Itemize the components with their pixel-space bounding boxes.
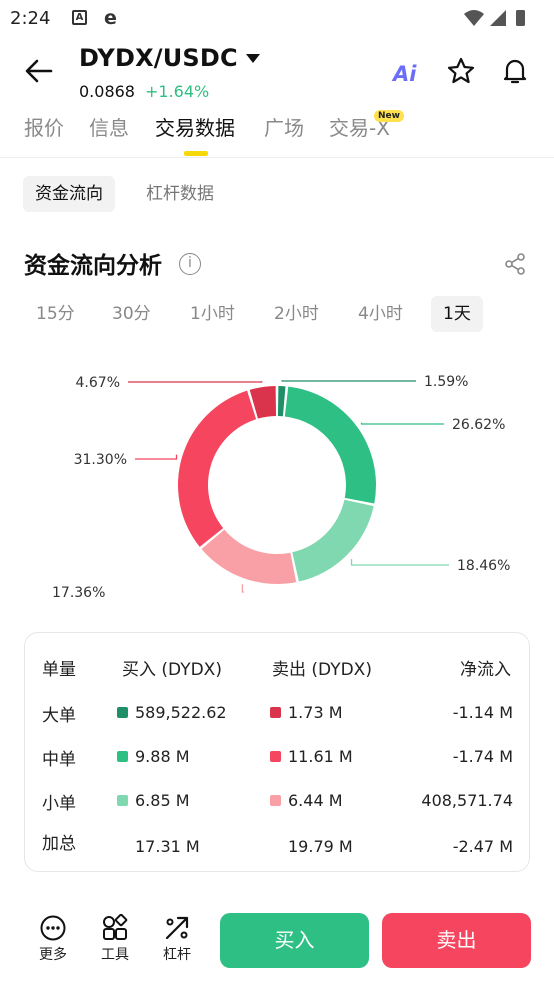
active-tab-indicator — [184, 151, 208, 156]
tab-quote[interactable]: 报价 — [24, 116, 64, 140]
donut-slice — [277, 386, 286, 417]
tab-square[interactable]: 广场 — [264, 116, 304, 140]
share-icon[interactable] — [503, 252, 527, 276]
donut-slice — [249, 386, 277, 419]
row-label: 小单 — [42, 794, 76, 814]
status-bar: 2:24 A e — [0, 0, 554, 36]
donut-slice — [284, 386, 376, 504]
back-arrow-icon[interactable] — [24, 58, 54, 84]
buy-color-swatch — [117, 707, 128, 718]
tools-label: 工具 — [101, 947, 129, 963]
bottom-action-bar: 更多 工具 杠杆 买入 卖出 — [0, 906, 554, 984]
sell-color-swatch — [270, 707, 281, 718]
ai-button[interactable]: Ai — [393, 62, 417, 86]
buy-button[interactable]: 买入 — [220, 913, 369, 968]
net-value: -1.14 M — [452, 703, 513, 722]
donut-slice-label: 26.62% — [452, 417, 505, 433]
table-row-small: 小单 6.85 M 6.44 M 408,571.74 — [25, 787, 531, 817]
price-change: +1.64% — [145, 82, 210, 101]
browser-e-icon: e — [104, 7, 117, 29]
buy-value: 589,522.62 — [135, 703, 227, 722]
pair-title[interactable]: DYDX/USDC — [79, 44, 238, 72]
header-buy: 买入 (DYDX) — [122, 660, 222, 680]
sell-button[interactable]: 卖出 — [382, 913, 531, 968]
net-value: 408,571.74 — [421, 791, 513, 810]
header: DYDX/USDC 0.0868 +1.64% Ai — [0, 36, 554, 106]
table-row-large: 大单 589,522.62 1.73 M -1.14 M — [25, 699, 531, 729]
period-15m[interactable]: 15分 — [36, 304, 75, 324]
period-30m[interactable]: 30分 — [112, 304, 151, 324]
donut-leader-line — [281, 380, 416, 382]
new-badge: New — [374, 110, 404, 122]
donut-slice — [201, 529, 297, 584]
donut-slice — [178, 390, 257, 547]
period-4h[interactable]: 4小时 — [358, 304, 403, 324]
main-tabs: 报价 信息 交易数据 广场 交易-X New — [0, 106, 554, 158]
battery-icon — [516, 10, 525, 26]
sub-tabs: 资金流向 杠杆数据 — [0, 174, 554, 214]
total-buy-value: 17.31 M — [135, 837, 200, 856]
buy-value: 6.85 M — [135, 791, 190, 810]
donut-slice-label: 1.59% — [424, 374, 468, 390]
tools-grid-icon — [103, 914, 128, 940]
row-label: 中单 — [42, 750, 76, 770]
wifi-icon — [464, 10, 484, 26]
sell-color-swatch — [270, 751, 281, 762]
header-net: 净流入 — [460, 660, 511, 680]
buy-value: 9.88 M — [135, 747, 190, 766]
favorite-star-icon[interactable] — [446, 56, 476, 86]
current-price: 0.0868 — [79, 82, 135, 101]
subtab-leverage-data[interactable]: 杠杆数据 — [146, 184, 214, 204]
tools-button[interactable]: 工具 — [95, 914, 135, 964]
more-label: 更多 — [39, 947, 67, 963]
header-size: 单量 — [42, 660, 76, 680]
notification-a-icon: A — [72, 10, 87, 25]
donut-leader-line — [241, 584, 244, 593]
period-1d[interactable]: 1天 — [431, 296, 483, 332]
buy-color-swatch — [117, 751, 128, 762]
donut-slice-label: 18.46% — [457, 558, 510, 574]
fund-flow-donut-chart: 1.59% 26.62% 18.46% 17.36% 31.30% 4.67% — [52, 374, 510, 601]
fund-flow-table: 单量 买入 (DYDX) 卖出 (DYDX) 净流入 大单 589,522.62… — [24, 632, 530, 872]
pair-dropdown-caret-icon[interactable] — [246, 54, 260, 63]
donut-leader-line — [360, 422, 444, 425]
subtab-fund-flow[interactable]: 资金流向 — [23, 176, 115, 212]
leverage-label: 杠杆 — [163, 947, 191, 963]
alert-bell-icon[interactable] — [500, 56, 530, 86]
more-button[interactable]: 更多 — [33, 914, 73, 964]
sell-value: 1.73 M — [288, 703, 343, 722]
row-label: 加总 — [42, 834, 76, 854]
leverage-icon — [165, 916, 189, 940]
sell-value: 6.44 M — [288, 791, 343, 810]
donut-leader-line — [350, 558, 449, 566]
period-1h[interactable]: 1小时 — [190, 304, 235, 324]
more-dots-icon — [40, 915, 66, 941]
info-icon[interactable]: i — [179, 253, 201, 275]
leverage-button[interactable]: 杠杆 — [157, 914, 197, 964]
table-row-medium: 中单 9.88 M 11.61 M -1.74 M — [25, 743, 531, 773]
donut-slice-label: 17.36% — [52, 585, 105, 601]
header-sell: 卖出 (DYDX) — [272, 660, 372, 680]
table-row-total: 加总 17.31 M 19.79 M -2.47 M — [25, 827, 531, 857]
sell-value: 11.61 M — [288, 747, 353, 766]
net-value: -1.74 M — [452, 747, 513, 766]
section-title: 资金流向分析 — [24, 253, 162, 279]
donut-slice-label: 4.67% — [76, 375, 120, 391]
donut-slice-label: 31.30% — [74, 452, 127, 468]
signal-icon — [490, 10, 506, 26]
buy-color-swatch — [117, 795, 128, 806]
row-label: 大单 — [42, 706, 76, 726]
donut-slice — [292, 499, 374, 582]
tab-trading-data[interactable]: 交易数据 — [155, 116, 235, 140]
period-selector: 15分 30分 1小时 2小时 4小时 1天 — [24, 296, 524, 332]
status-right-icons — [464, 10, 525, 26]
status-time: 2:24 — [10, 8, 51, 29]
sell-color-swatch — [270, 795, 281, 806]
donut-leader-line — [135, 454, 178, 460]
tab-info[interactable]: 信息 — [89, 116, 129, 140]
total-sell-value: 19.79 M — [288, 837, 353, 856]
donut-leader-line — [128, 381, 263, 383]
total-net-value: -2.47 M — [452, 837, 513, 856]
period-2h[interactable]: 2小时 — [274, 304, 319, 324]
